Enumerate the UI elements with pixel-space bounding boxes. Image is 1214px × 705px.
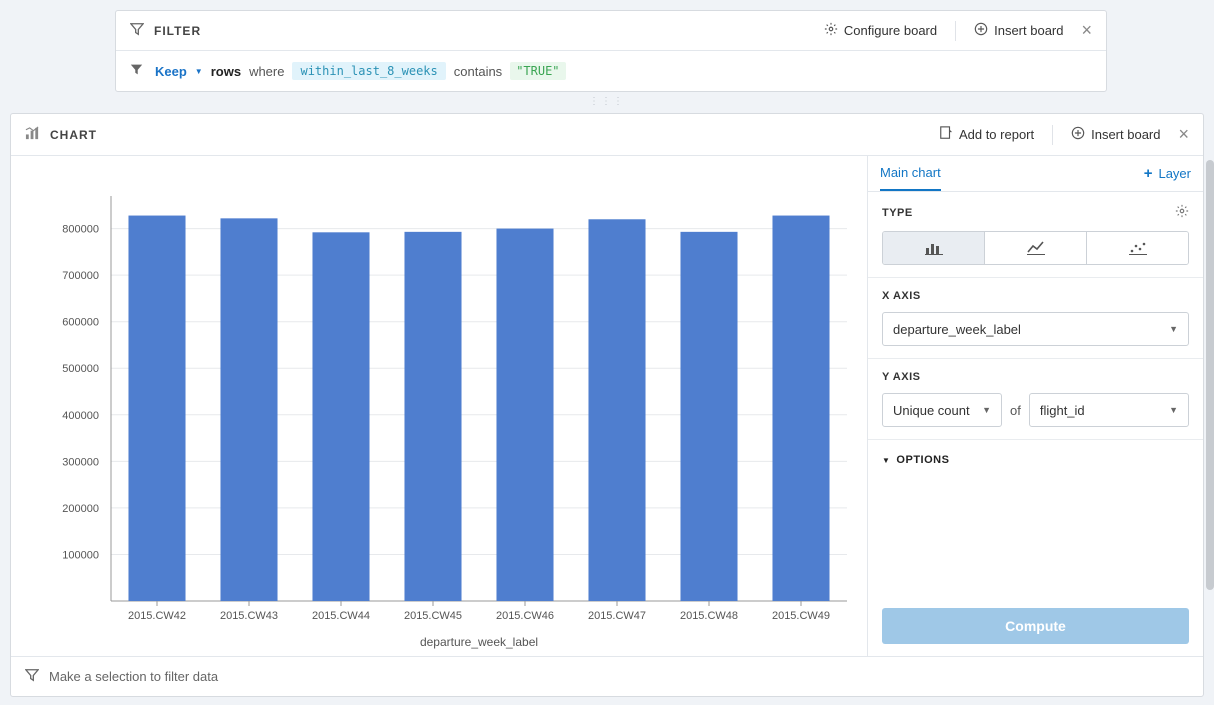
options-toggle[interactable]: ▼ OPTIONS [882,454,1189,466]
chart-area: 100000 200000 300000 400000 500000 600000 7000… [11,156,867,656]
line-chart-type[interactable] [984,232,1086,264]
plus-circle-icon [974,22,988,39]
close-icon[interactable]: × [1178,124,1189,145]
config-panel: Main chart + Layer TYPE [867,156,1203,656]
x-axis-value: departure_week_label [893,322,1021,337]
svg-text:2015.CW43: 2015.CW43 [220,610,278,622]
divider [955,21,956,41]
chart-footer: Make a selection to filter data [11,656,1203,696]
divider [1052,125,1053,145]
svg-text:200000: 200000 [62,503,99,515]
y-axis-section: Y AXIS Unique count ▼ of flight_id ▼ [868,359,1203,440]
filter-card: FILTER Configure board Insert board × [115,10,1107,92]
svg-text:700000: 700000 [62,270,99,282]
rows-label: rows [211,64,241,79]
svg-text:2015.CW44: 2015.CW44 [312,610,370,622]
bar-chart-type[interactable] [883,232,984,264]
svg-text:2015.CW48: 2015.CW48 [680,610,738,622]
svg-text:100000: 100000 [62,549,99,561]
main-chart-tab[interactable]: Main chart [880,156,941,191]
insert-board-button[interactable]: Insert board [1071,126,1160,143]
svg-text:600000: 600000 [62,317,99,329]
chevron-down-icon: ▼ [195,67,203,76]
svg-text:2015.CW42: 2015.CW42 [128,610,186,622]
x-axis-label: X AXIS [882,290,921,302]
chart-label: CHART [50,128,97,142]
y-axis-label: Y AXIS [882,371,920,383]
svg-text:departure_week_label: departure_week_label [420,635,538,649]
chevron-down-icon: ▼ [982,405,991,415]
svg-text:2015.CW49: 2015.CW49 [772,610,830,622]
bar-chart: 100000 200000 300000 400000 500000 600000 7000… [21,176,857,656]
gear-icon[interactable] [1175,204,1189,221]
y-aggregation-select[interactable]: Unique count ▼ [882,393,1002,427]
add-to-report-button[interactable]: Add to report [939,126,1034,143]
keep-dropdown[interactable]: Keep [155,64,187,79]
configure-board-button[interactable]: Configure board [824,22,937,39]
report-icon [939,126,953,143]
compute-button[interactable]: Compute [882,608,1189,644]
layer-label: Layer [1158,166,1191,181]
plus-icon: + [1144,165,1153,182]
chevron-down-icon: ▼ [1169,405,1178,415]
svg-text:2015.CW45: 2015.CW45 [404,610,462,622]
chart-type-toggle [882,231,1189,265]
chart-card: CHART Add to report Insert board × [10,113,1204,697]
chart-body: 100000 200000 300000 400000 500000 600000 7000… [11,156,1203,656]
scrollbar[interactable] [1206,160,1214,590]
x-axis-select[interactable]: departure_week_label ▼ [882,312,1189,346]
close-icon[interactable]: × [1081,20,1092,41]
where-label: where [249,64,284,79]
y-agg-value: Unique count [893,403,970,418]
insert-board-label: Insert board [994,23,1063,38]
options-label: OPTIONS [896,454,949,466]
add-to-report-label: Add to report [959,127,1034,142]
insert-board-button[interactable]: Insert board [974,22,1063,39]
insert-board-label: Insert board [1091,127,1160,142]
add-layer-button[interactable]: + Layer [1144,165,1191,182]
type-label: TYPE [882,207,913,219]
type-section: TYPE [868,192,1203,278]
config-tabs: Main chart + Layer [868,156,1203,192]
x-axis-section: X AXIS departure_week_label ▼ [868,278,1203,359]
svg-text:2015.CW46: 2015.CW46 [496,610,554,622]
filter-icon [130,63,143,79]
drag-handle-icon[interactable]: ⋮⋮⋮ [589,96,625,107]
filter-icon [25,668,39,685]
options-section: ▼ OPTIONS [868,440,1203,480]
svg-text:500000: 500000 [62,363,99,375]
filter-label: FILTER [154,24,201,38]
triangle-down-icon: ▼ [882,456,890,465]
plus-circle-icon [1071,126,1085,143]
y-column-select[interactable]: flight_id ▼ [1029,393,1189,427]
configure-board-label: Configure board [844,23,937,38]
filter-icon [130,22,144,39]
filter-rule: Keep ▼ rows where within_last_8_weeks co… [116,51,1106,91]
footer-hint: Make a selection to filter data [49,669,218,684]
y-col-value: flight_id [1040,403,1085,418]
svg-text:300000: 300000 [62,456,99,468]
filter-field-pill[interactable]: within_last_8_weeks [292,62,445,80]
filter-value-pill[interactable]: "TRUE" [510,62,565,80]
operator-label[interactable]: contains [454,64,502,79]
svg-text:400000: 400000 [62,410,99,422]
of-label: of [1010,403,1021,418]
scatter-chart-type[interactable] [1086,232,1188,264]
chart-header: CHART Add to report Insert board × [11,114,1203,156]
chart-icon [25,126,40,144]
filter-header: FILTER Configure board Insert board × [116,11,1106,51]
svg-text:800000: 800000 [62,224,99,236]
chevron-down-icon: ▼ [1169,324,1178,334]
gear-icon [824,22,838,39]
svg-text:2015.CW47: 2015.CW47 [588,610,646,622]
